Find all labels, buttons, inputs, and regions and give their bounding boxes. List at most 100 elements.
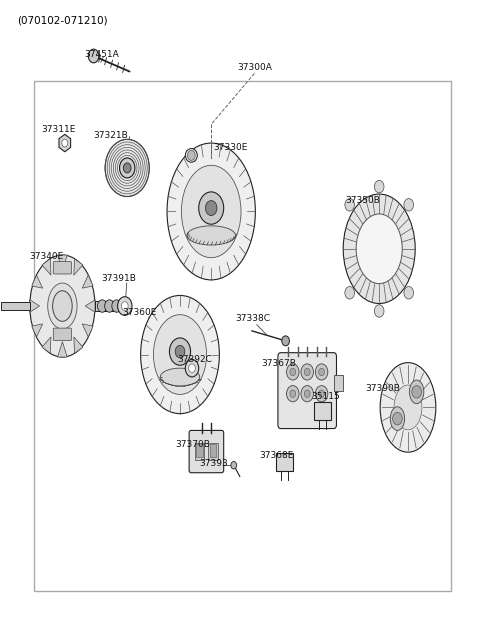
Ellipse shape: [141, 295, 219, 414]
Polygon shape: [42, 259, 51, 275]
Circle shape: [345, 287, 354, 299]
Text: 35115: 35115: [311, 392, 340, 401]
Circle shape: [118, 297, 132, 315]
Circle shape: [319, 390, 324, 397]
Ellipse shape: [380, 363, 436, 452]
Circle shape: [231, 462, 237, 469]
Circle shape: [290, 368, 296, 376]
Circle shape: [188, 151, 195, 160]
Ellipse shape: [154, 315, 206, 394]
Bar: [276, 453, 293, 471]
Circle shape: [120, 158, 135, 178]
Circle shape: [319, 368, 324, 376]
Ellipse shape: [187, 226, 236, 245]
Circle shape: [287, 364, 299, 380]
Text: 37330E: 37330E: [214, 144, 248, 152]
Polygon shape: [30, 300, 39, 312]
Circle shape: [175, 345, 185, 358]
Circle shape: [282, 336, 289, 346]
Circle shape: [105, 300, 114, 312]
Polygon shape: [82, 324, 93, 337]
Circle shape: [185, 360, 199, 377]
Circle shape: [345, 198, 354, 211]
Circle shape: [304, 390, 310, 397]
Text: 37391B: 37391B: [101, 274, 136, 283]
FancyBboxPatch shape: [53, 328, 72, 341]
Ellipse shape: [343, 194, 415, 304]
Circle shape: [88, 49, 99, 63]
Polygon shape: [74, 259, 83, 275]
Circle shape: [205, 200, 217, 216]
FancyBboxPatch shape: [189, 430, 224, 473]
Circle shape: [301, 364, 313, 380]
Ellipse shape: [30, 255, 95, 357]
Circle shape: [393, 412, 402, 425]
Bar: [334, 375, 343, 391]
Circle shape: [404, 198, 414, 211]
Text: 37393: 37393: [199, 459, 228, 468]
Bar: [95, 301, 124, 311]
Circle shape: [404, 287, 414, 299]
Text: (070102-071210): (070102-071210): [17, 16, 108, 26]
Polygon shape: [32, 324, 43, 337]
Circle shape: [412, 386, 421, 398]
Circle shape: [287, 386, 299, 402]
Ellipse shape: [181, 165, 241, 258]
Ellipse shape: [394, 385, 422, 430]
Ellipse shape: [356, 214, 402, 284]
Polygon shape: [82, 275, 93, 288]
Polygon shape: [59, 134, 71, 152]
Polygon shape: [42, 337, 51, 353]
Bar: [208, 443, 218, 460]
Text: 37370B: 37370B: [175, 440, 210, 449]
Circle shape: [105, 139, 149, 197]
Text: 37340E: 37340E: [29, 253, 63, 261]
Bar: [195, 443, 204, 460]
Circle shape: [123, 163, 131, 173]
Polygon shape: [32, 275, 43, 288]
Text: 37390B: 37390B: [365, 384, 400, 393]
FancyBboxPatch shape: [278, 353, 336, 429]
Text: 37360E: 37360E: [122, 309, 157, 317]
Circle shape: [112, 300, 121, 312]
Ellipse shape: [48, 283, 77, 329]
Polygon shape: [74, 337, 83, 353]
Circle shape: [304, 368, 310, 376]
Bar: [210, 444, 216, 457]
Circle shape: [374, 305, 384, 317]
Text: 37367B: 37367B: [262, 360, 297, 368]
Polygon shape: [58, 255, 67, 271]
Bar: [1, 302, 30, 310]
Circle shape: [97, 300, 107, 312]
Ellipse shape: [53, 290, 72, 322]
Bar: [196, 444, 203, 457]
Ellipse shape: [390, 407, 405, 430]
Text: 37338C: 37338C: [235, 315, 270, 323]
Polygon shape: [58, 341, 67, 357]
Circle shape: [62, 139, 68, 147]
Circle shape: [199, 192, 224, 225]
Circle shape: [121, 302, 128, 310]
Circle shape: [315, 386, 328, 402]
Text: 37311E: 37311E: [41, 125, 75, 134]
Circle shape: [315, 364, 328, 380]
Ellipse shape: [167, 143, 255, 280]
Text: 37368E: 37368E: [259, 452, 294, 460]
Text: 37392C: 37392C: [178, 355, 213, 364]
Circle shape: [169, 338, 191, 365]
Circle shape: [290, 390, 296, 397]
Circle shape: [189, 364, 195, 373]
Ellipse shape: [160, 368, 200, 386]
Bar: [314, 402, 331, 420]
Ellipse shape: [409, 380, 424, 404]
Text: 37321B: 37321B: [94, 131, 128, 140]
Text: 37451A: 37451A: [84, 50, 119, 59]
FancyBboxPatch shape: [53, 261, 72, 274]
Ellipse shape: [185, 149, 197, 162]
Text: 37350B: 37350B: [346, 197, 381, 205]
Circle shape: [301, 386, 313, 402]
Text: 37300A: 37300A: [238, 63, 273, 72]
Polygon shape: [85, 300, 95, 312]
Circle shape: [374, 180, 384, 193]
Bar: [34, 81, 451, 591]
